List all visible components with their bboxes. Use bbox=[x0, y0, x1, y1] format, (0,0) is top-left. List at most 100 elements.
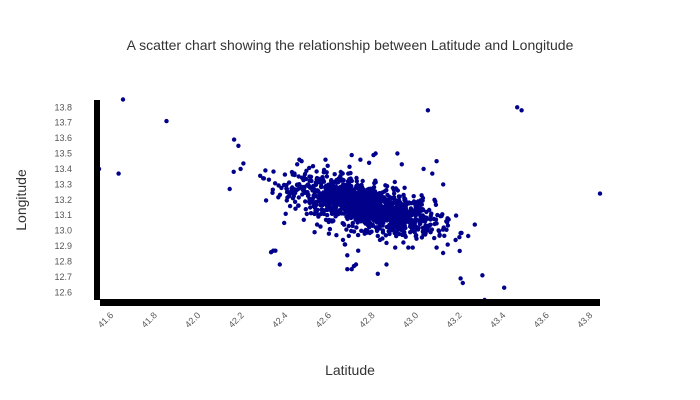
data-point bbox=[420, 213, 425, 218]
data-point bbox=[321, 208, 327, 213]
data-point bbox=[266, 177, 272, 182]
data-point bbox=[334, 233, 339, 238]
data-point bbox=[345, 267, 350, 272]
data-point bbox=[333, 214, 338, 219]
data-point bbox=[290, 185, 295, 190]
data-point bbox=[384, 240, 389, 246]
x-tick-label: 42.8 bbox=[357, 310, 376, 329]
data-point bbox=[307, 174, 312, 179]
data-point bbox=[353, 262, 359, 267]
data-point bbox=[322, 194, 327, 200]
data-point bbox=[597, 191, 603, 196]
data-point bbox=[375, 201, 380, 206]
data-point bbox=[432, 197, 437, 202]
data-point bbox=[307, 178, 312, 183]
data-point bbox=[347, 215, 352, 220]
data-point bbox=[342, 184, 348, 189]
data-point bbox=[410, 209, 415, 215]
data-point bbox=[379, 191, 384, 196]
x-tick-label: 42.4 bbox=[270, 310, 289, 329]
data-point bbox=[354, 179, 359, 184]
data-point bbox=[335, 180, 340, 185]
data-point bbox=[276, 183, 281, 188]
data-point bbox=[307, 185, 313, 190]
data-point bbox=[312, 189, 317, 195]
data-point bbox=[354, 217, 359, 222]
x-tick-label: 41.8 bbox=[139, 310, 158, 329]
data-point bbox=[420, 225, 425, 231]
data-point bbox=[445, 216, 450, 221]
data-point bbox=[329, 219, 335, 224]
data-point bbox=[293, 206, 298, 211]
data-point bbox=[396, 225, 401, 230]
data-point bbox=[327, 191, 332, 196]
data-point bbox=[371, 206, 376, 212]
data-point bbox=[284, 198, 289, 203]
data-point bbox=[362, 231, 367, 236]
data-point bbox=[359, 182, 364, 188]
data-point bbox=[419, 193, 424, 198]
data-point bbox=[314, 169, 319, 174]
data-point bbox=[369, 195, 374, 200]
data-point bbox=[389, 227, 394, 233]
data-point bbox=[116, 171, 121, 176]
data-point bbox=[386, 207, 392, 213]
data-point bbox=[384, 224, 389, 230]
data-point bbox=[345, 253, 350, 258]
data-point bbox=[361, 195, 367, 201]
y-tick-label: 12.9 bbox=[54, 241, 72, 251]
data-point bbox=[305, 182, 311, 187]
data-point bbox=[354, 175, 359, 181]
data-point bbox=[428, 217, 433, 222]
data-point bbox=[378, 196, 383, 201]
data-point bbox=[308, 205, 313, 210]
data-point bbox=[383, 233, 389, 238]
data-point bbox=[304, 211, 309, 217]
data-point bbox=[315, 207, 320, 213]
data-point bbox=[405, 217, 410, 222]
data-point bbox=[312, 230, 317, 235]
data-point bbox=[304, 168, 309, 173]
data-point bbox=[324, 174, 330, 179]
data-point bbox=[436, 228, 442, 234]
data-point bbox=[316, 199, 322, 204]
data-point bbox=[356, 248, 361, 253]
data-point bbox=[349, 199, 355, 204]
data-point bbox=[445, 223, 451, 228]
data-point bbox=[433, 202, 439, 207]
data-point bbox=[355, 232, 361, 238]
x-tick-label: 43.6 bbox=[532, 310, 551, 329]
data-point bbox=[279, 185, 284, 191]
data-point bbox=[434, 221, 439, 226]
data-point bbox=[458, 230, 463, 236]
data-point bbox=[453, 237, 458, 243]
data-point bbox=[417, 221, 423, 227]
data-point bbox=[425, 108, 431, 113]
data-point bbox=[323, 157, 328, 162]
data-point bbox=[374, 227, 380, 233]
data-point bbox=[401, 240, 406, 245]
data-point bbox=[263, 198, 269, 203]
data-point bbox=[301, 217, 306, 222]
data-point bbox=[410, 219, 415, 224]
data-point bbox=[339, 193, 344, 198]
data-point bbox=[231, 137, 237, 142]
data-point bbox=[399, 162, 404, 167]
data-point bbox=[305, 190, 310, 195]
data-point bbox=[339, 211, 344, 216]
data-point bbox=[429, 227, 435, 232]
data-point bbox=[120, 97, 126, 102]
data-point bbox=[325, 163, 330, 168]
data-point bbox=[283, 211, 288, 216]
data-point bbox=[390, 207, 395, 213]
data-point bbox=[384, 204, 389, 209]
data-point bbox=[350, 223, 355, 229]
x-tick-label: 43.0 bbox=[401, 310, 420, 329]
data-point bbox=[277, 262, 282, 267]
data-point bbox=[238, 166, 243, 172]
data-point bbox=[397, 194, 402, 199]
data-point bbox=[327, 196, 332, 201]
data-point bbox=[284, 186, 289, 191]
data-point bbox=[349, 267, 354, 272]
data-point bbox=[346, 185, 352, 190]
